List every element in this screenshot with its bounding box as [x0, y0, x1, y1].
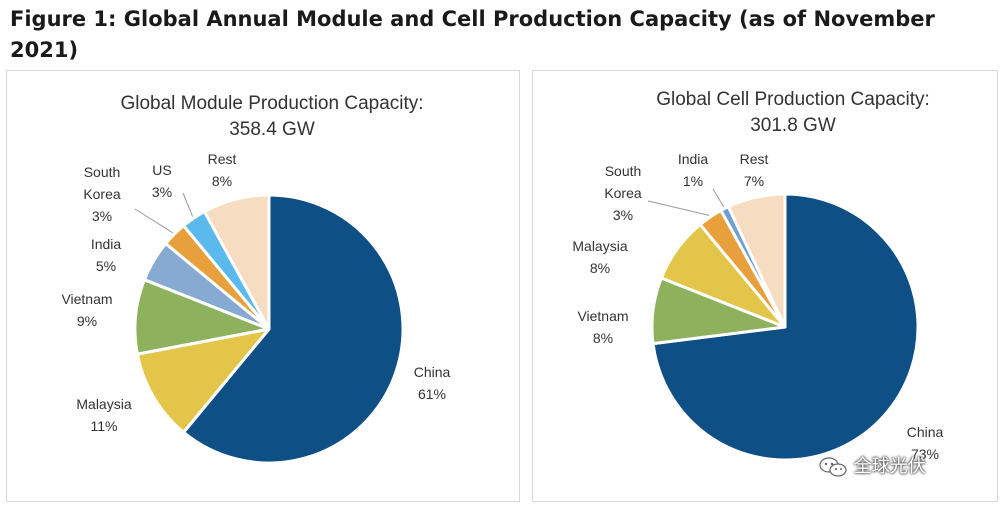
module-label-south-korea: South: [84, 164, 121, 180]
module-label-south-korea: Korea: [83, 186, 121, 202]
module-pct-rest: 8%: [212, 173, 232, 189]
wechat-icon: [819, 457, 847, 477]
module-slice-rest: [202, 193, 271, 331]
module-label-malaysia: Malaysia: [76, 396, 131, 412]
module-label-us: US: [152, 162, 171, 178]
module-pct-us: 3%: [152, 184, 172, 200]
module-label-india: India: [91, 236, 122, 252]
cell-chart-subtitle: 301.8 GW: [750, 115, 836, 136]
module-pct-malaysia: 11%: [91, 418, 118, 434]
module-pct-india: 5%: [96, 258, 116, 274]
cell-label-india: India: [678, 151, 709, 167]
module-chart-title: Global Module Production Capacity:: [120, 93, 423, 114]
cell-label-rest: Rest: [740, 151, 769, 167]
cell-label-china: China: [907, 424, 944, 440]
cell-label-malaysia: Malaysia: [572, 238, 627, 254]
cell-pct-south-korea: 3%: [613, 207, 633, 223]
cell-pct-china: 73%: [911, 446, 939, 462]
module-pct-vietnam: 9%: [77, 313, 97, 329]
module-pie-labels: China 61% Malaysia 11% Vietnam 9% India 5% South…: [61, 151, 450, 434]
cell-capacity-panel: Global Cell Production Capacity: 301.8 G…: [532, 70, 998, 502]
cell-label-south-korea: South: [605, 163, 642, 179]
cell-slice-rest: [726, 192, 787, 329]
module-pct-china: 61%: [418, 386, 446, 402]
cell-chart-title: Global Cell Production Capacity:: [656, 89, 930, 110]
cell-pie-slices: [650, 192, 920, 462]
module-pie-chart: Global Module Production Capacity: 358.4…: [61, 93, 450, 465]
cell-pie-chart: Global Cell Production Capacity: 301.8 G…: [572, 89, 943, 462]
module-pie-slices: [133, 193, 405, 465]
watermark-text: 全球光伏: [853, 456, 926, 477]
watermark: 全球光伏: [818, 452, 926, 478]
module-label-vietnam: Vietnam: [61, 291, 112, 307]
cell-leader-line-south-korea: [647, 200, 710, 216]
cell-label-vietnam: Vietnam: [577, 308, 628, 324]
cell-pct-rest: 7%: [744, 173, 764, 189]
cell-pct-vietnam: 8%: [593, 330, 613, 346]
cell-leader-line-india: [712, 188, 725, 207]
cell-pct-malaysia: 8%: [590, 260, 610, 276]
module-slice-china: [182, 193, 405, 465]
module-label-rest: Rest: [208, 151, 237, 167]
module-leader-line-south-korea: [134, 208, 174, 234]
figure-title: Figure 1: Global Annual Module and Cell …: [10, 7, 935, 62]
module-capacity-panel: Global Module Production Capacity: 358.4…: [6, 70, 520, 502]
cell-label-south-korea: Korea: [604, 185, 642, 201]
cell-pct-india: 1%: [683, 173, 703, 189]
module-leader-line-us: [182, 192, 194, 217]
module-slice-malaysia: [135, 327, 271, 434]
cell-pie-labels: China 73% Vietnam 8% Malaysia 8% South Korea 3% I…: [572, 151, 943, 462]
module-pct-south-korea: 3%: [92, 208, 112, 224]
module-label-china: China: [414, 364, 451, 380]
module-chart-subtitle: 358.4 GW: [229, 119, 315, 140]
